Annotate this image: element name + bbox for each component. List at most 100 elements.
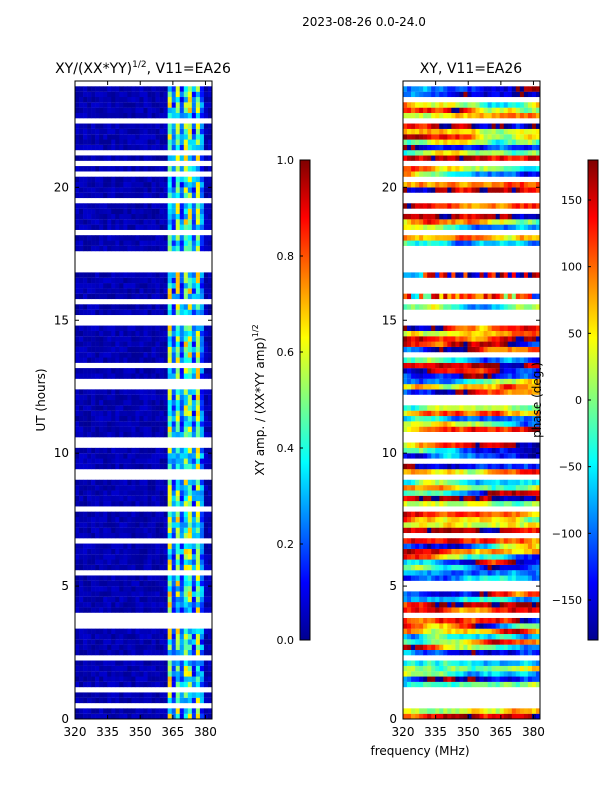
heatmap-cell bbox=[107, 490, 112, 496]
heatmap-cell bbox=[91, 671, 96, 677]
heatmap-cell bbox=[159, 602, 164, 608]
heatmap-cell bbox=[483, 644, 488, 650]
heatmap-cell bbox=[159, 203, 164, 209]
heatmap-cell bbox=[135, 96, 140, 103]
heatmap-cell bbox=[123, 240, 128, 246]
heatmap-cell bbox=[111, 580, 116, 587]
heatmap-cell bbox=[491, 357, 496, 363]
heatmap-cell bbox=[155, 91, 160, 98]
heatmap-cell bbox=[159, 134, 164, 140]
heatmap-cell bbox=[491, 527, 496, 534]
heatmap-cell bbox=[439, 501, 444, 507]
heatmap-cell bbox=[447, 681, 452, 688]
heatmap-cell bbox=[115, 277, 120, 284]
heatmap-cell bbox=[507, 479, 513, 486]
heatmap-cell bbox=[163, 639, 168, 645]
heatmap-cell bbox=[443, 708, 448, 714]
heatmap-cell bbox=[107, 357, 112, 363]
heatmap-cell bbox=[467, 644, 472, 650]
heatmap-cell bbox=[451, 368, 456, 374]
heatmap-cell bbox=[87, 128, 92, 135]
heatmap-cell bbox=[483, 389, 488, 395]
heatmap-cell bbox=[191, 501, 197, 507]
heatmap-cell bbox=[115, 373, 120, 379]
heatmap-cell bbox=[131, 107, 136, 113]
heatmap-cell bbox=[455, 570, 460, 576]
heatmap-cell bbox=[143, 336, 148, 342]
heatmap-cell bbox=[179, 607, 185, 613]
heatmap-cell bbox=[511, 522, 517, 528]
heatmap-cell bbox=[115, 522, 120, 528]
heatmap-cell bbox=[155, 187, 160, 193]
heatmap-cell bbox=[195, 235, 201, 241]
heatmap-cell bbox=[87, 431, 92, 438]
heatmap-cell bbox=[103, 447, 108, 454]
heatmap-cell bbox=[431, 330, 436, 337]
heatmap-cell bbox=[79, 283, 84, 289]
heatmap-cell bbox=[147, 708, 152, 714]
heatmap-cell bbox=[183, 155, 189, 161]
heatmap-cell bbox=[207, 532, 212, 539]
heatmap-cell bbox=[507, 628, 513, 635]
heatmap-cell bbox=[107, 102, 112, 108]
heatmap-cell bbox=[119, 671, 124, 677]
heatmap-cell bbox=[155, 564, 160, 571]
heatmap-cell bbox=[99, 628, 104, 635]
heatmap-cell bbox=[183, 490, 189, 496]
heatmap-cell bbox=[167, 479, 173, 486]
heatmap-cell bbox=[203, 203, 209, 209]
heatmap-cell bbox=[115, 144, 120, 151]
heatmap-cell bbox=[435, 384, 440, 390]
heatmap-cell bbox=[463, 543, 468, 549]
heatmap-cell bbox=[175, 596, 181, 603]
heatmap-cell bbox=[79, 155, 84, 161]
heatmap-cell bbox=[95, 219, 100, 225]
heatmap-cell bbox=[175, 485, 181, 491]
heatmap-cell bbox=[139, 410, 144, 417]
heatmap-cell bbox=[151, 575, 156, 581]
heatmap-cell bbox=[115, 490, 120, 496]
heatmap-cell bbox=[79, 495, 84, 502]
heatmap-cell bbox=[431, 623, 436, 629]
heatmap-cell bbox=[175, 219, 181, 225]
heatmap-cell bbox=[447, 479, 452, 486]
heatmap-cell bbox=[103, 580, 108, 587]
heatmap-cell bbox=[95, 665, 100, 672]
heatmap-cell bbox=[79, 304, 84, 310]
heatmap-cell bbox=[443, 405, 448, 411]
heatmap-cell bbox=[179, 224, 185, 230]
heatmap-cell bbox=[531, 469, 537, 475]
heatmap-cell bbox=[103, 155, 108, 161]
heatmap-cell bbox=[463, 501, 468, 507]
heatmap-cell bbox=[479, 644, 484, 650]
heatmap-cell bbox=[147, 697, 152, 704]
heatmap-cell bbox=[487, 671, 492, 677]
heatmap-cell bbox=[495, 511, 501, 518]
heatmap-cell bbox=[175, 479, 181, 486]
heatmap-cell bbox=[419, 336, 424, 342]
heatmap-cell bbox=[459, 564, 464, 571]
heatmap-cell bbox=[503, 415, 509, 422]
heatmap-cell bbox=[191, 139, 197, 145]
heatmap-cell bbox=[79, 341, 84, 347]
heatmap-cell bbox=[171, 123, 177, 129]
heatmap-cell bbox=[427, 676, 432, 682]
heatmap-cell bbox=[487, 633, 492, 640]
heatmap-cell bbox=[207, 591, 212, 597]
heatmap-cell bbox=[151, 86, 156, 92]
heatmap-cell bbox=[79, 697, 84, 704]
heatmap-cell bbox=[491, 548, 496, 555]
heatmap-cell bbox=[123, 543, 128, 549]
heatmap-cell bbox=[99, 559, 104, 565]
heatmap-cell bbox=[523, 633, 529, 640]
heatmap-cell bbox=[103, 522, 108, 528]
heatmap-cell bbox=[199, 405, 205, 411]
heatmap-cell bbox=[527, 490, 533, 496]
heatmap-cell bbox=[99, 453, 104, 459]
heatmap-cell bbox=[195, 309, 201, 316]
heatmap-cell bbox=[463, 362, 468, 369]
heatmap-cell bbox=[179, 415, 185, 422]
heatmap-cell bbox=[207, 644, 212, 650]
heatmap-cell bbox=[199, 224, 205, 230]
heatmap-cell bbox=[127, 713, 132, 719]
